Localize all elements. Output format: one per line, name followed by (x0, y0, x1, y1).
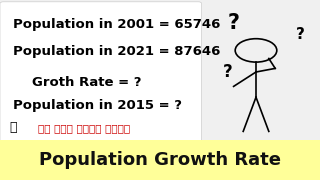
Text: ?: ? (228, 13, 240, 33)
Text: 👉: 👉 (10, 121, 17, 134)
Text: Population Growth Rate: Population Growth Rate (39, 151, 281, 169)
FancyBboxPatch shape (0, 2, 202, 142)
Bar (0, 140, 320, 180)
Text: Groth Rate = ?: Groth Rate = ? (32, 76, 141, 89)
Text: ?: ? (296, 27, 305, 42)
Text: Population in 2021 = 87646: Population in 2021 = 87646 (13, 45, 220, 58)
Text: ?: ? (222, 63, 232, 81)
Text: Population in 2015 = ?: Population in 2015 = ? (13, 99, 182, 112)
Text: एक बार जरूर देखे: एक बार जरूर देखे (38, 123, 131, 133)
Text: Population in 2001 = 65746: Population in 2001 = 65746 (13, 18, 220, 31)
